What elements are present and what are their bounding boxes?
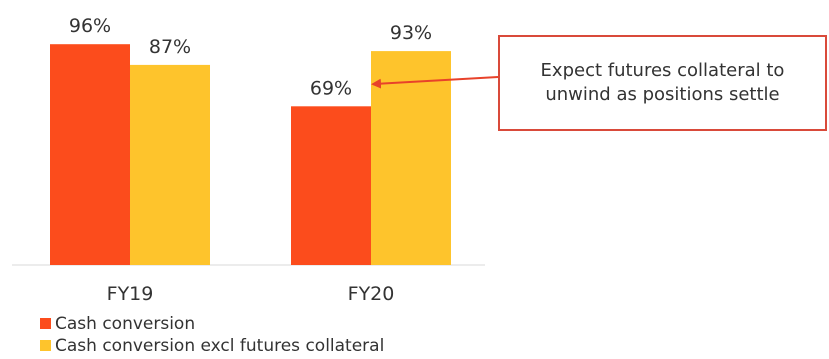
bar-fy20-series-1 [291, 106, 371, 265]
bar-fy19-series-2 [130, 64, 210, 266]
bar-fy20-series-2 [371, 51, 451, 265]
x-tick-label-fy20: FY20 [348, 283, 395, 305]
legend-label: Cash conversion [55, 314, 196, 334]
data-label-fy20-series-1: 69% [310, 77, 352, 99]
data-label-fy19-series-1: 96% [69, 15, 111, 37]
callout-arrow [371, 76, 499, 89]
annotation-text: Expect futures collateral to unwind as p… [540, 60, 785, 105]
annotation-callout-box: Expect futures collateral to unwind as p… [498, 35, 827, 131]
data-label-fy19-series-2: 87% [149, 36, 191, 58]
data-label-fy20-series-2: 93% [390, 22, 432, 44]
bar-fy19-series-1 [50, 44, 130, 266]
legend-item-cash-conversion: Cash conversion [40, 314, 195, 334]
legend-swatch-cash-conversion-excl-futures [40, 340, 51, 351]
x-tick-label-fy19: FY19 [107, 283, 154, 305]
legend-item-cash-conversion-excl-futures: Cash conversion excl futures collateral [40, 336, 384, 356]
legend-swatch-cash-conversion [40, 318, 51, 329]
legend-label: Cash conversion excl futures collateral [55, 336, 385, 356]
